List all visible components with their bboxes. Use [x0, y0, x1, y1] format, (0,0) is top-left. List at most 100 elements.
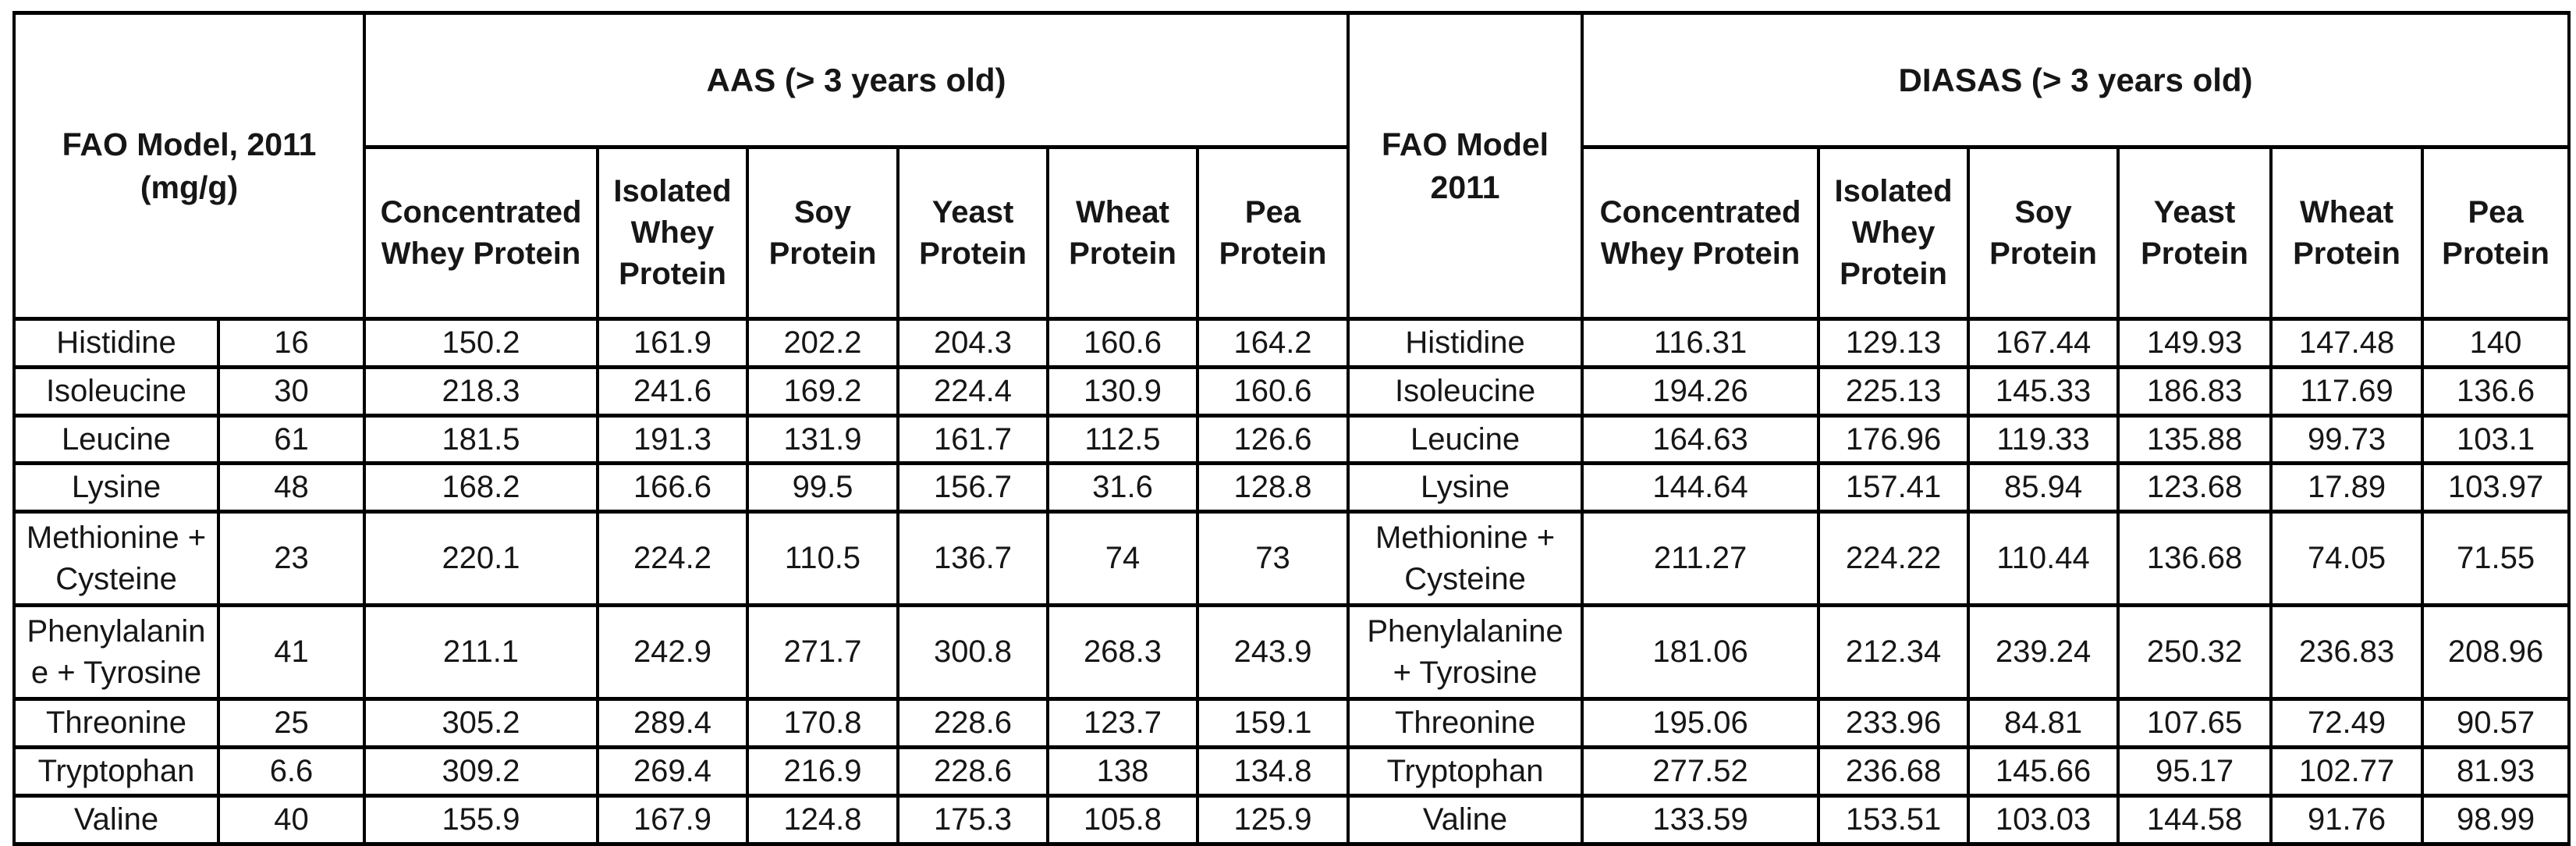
- diasas-value-cell: 233.96: [1817, 697, 1971, 749]
- aas-value-cell: 126.6: [1195, 413, 1350, 466]
- diasas-col-header-concentrated-whey: Concentrated Whey Protein: [1581, 145, 1821, 321]
- diasas-col-header-yeast: Yeast Protein: [2117, 145, 2273, 321]
- aas-value-cell: 164.2: [1195, 317, 1350, 369]
- diasas-value-cell: 74.05: [2269, 510, 2425, 608]
- aas-value-cell: 160.6: [1195, 364, 1350, 418]
- diasas-value-cell: 98.99: [2421, 793, 2571, 846]
- aas-value-cell: 191.3: [596, 413, 749, 466]
- diasas-value-cell: 194.26: [1581, 364, 1821, 418]
- fao-value-cell: 23: [217, 510, 366, 608]
- diasas-value-cell: 110.44: [1967, 510, 2120, 608]
- amino-acid-cell: Methionine + Cysteine: [12, 510, 220, 608]
- aas-value-cell: 159.1: [1195, 697, 1350, 749]
- diasas-col-header-isolated-whey: Isolated Whey Protein: [1817, 145, 1971, 321]
- table-row: Tryptophan 6.6 309.2 269.4 216.9 228.6 138 134.…: [12, 745, 2571, 798]
- aas-value-cell: 204.3: [896, 317, 1049, 369]
- diasas-section-header: DIASAS (> 3 years old): [1581, 11, 2571, 149]
- amino-acid-cell: Threonine: [12, 697, 220, 749]
- diasas-value-cell: 72.49: [2269, 697, 2425, 749]
- diasas-value-cell: 81.93: [2421, 745, 2571, 798]
- header-row-sections: FAO Model, 2011 (mg/g) AAS (> 3 years ol…: [12, 11, 2571, 321]
- aas-col-header-yeast: Yeast Protein: [896, 145, 1049, 321]
- diasas-value-cell: 149.93: [2117, 317, 2273, 369]
- aas-value-cell: 181.5: [363, 413, 599, 466]
- diasas-value-cell: 103.97: [2421, 461, 2571, 514]
- aas-value-cell: 166.6: [596, 461, 749, 514]
- table-row: Lysine 48 168.2 166.6 99.5 156.7 31.6 128.8 Lysi…: [12, 461, 2571, 514]
- diasas-value-cell: 145.66: [1967, 745, 2120, 798]
- aas-value-cell: 169.2: [746, 364, 899, 418]
- diasas-value-cell: 211.27: [1581, 510, 1821, 608]
- diasas-value-cell: 167.44: [1967, 317, 2120, 369]
- aas-col-header-soy: Soy Protein: [746, 145, 899, 321]
- aas-value-cell: 241.6: [596, 364, 749, 418]
- diasas-value-cell: 250.32: [2117, 603, 2273, 702]
- diasas-col-header-soy: Soy Protein: [1967, 145, 2120, 321]
- fao-model-middle-header-line1: FAO Model: [1381, 126, 1549, 163]
- diasas-value-cell: 224.22: [1817, 510, 1971, 608]
- fao-model-middle-header: FAO Model 2011: [1347, 11, 1584, 321]
- amino-acid-cell-right: Isoleucine: [1347, 364, 1584, 418]
- amino-acid-cell-right: Methionine + Cysteine: [1347, 510, 1584, 608]
- diasas-value-cell: 236.68: [1817, 745, 1971, 798]
- table-container: FAO Model, 2011 (mg/g) AAS (> 3 years ol…: [12, 11, 2571, 846]
- diasas-value-cell: 236.83: [2269, 603, 2425, 702]
- table-row: Histidine 16 150.2 161.9 202.2 204.3 160.6 164.…: [12, 317, 2571, 369]
- diasas-value-cell: 90.57: [2421, 697, 2571, 749]
- diasas-value-cell: 239.24: [1967, 603, 2120, 702]
- amino-acid-cell-right: Leucine: [1347, 413, 1584, 466]
- diasas-value-cell: 277.52: [1581, 745, 1821, 798]
- diasas-value-cell: 95.17: [2117, 745, 2273, 798]
- aas-value-cell: 31.6: [1046, 461, 1199, 514]
- diasas-value-cell: 212.34: [1817, 603, 1971, 702]
- aas-value-cell: 73: [1195, 510, 1350, 608]
- aas-value-cell: 224.4: [896, 364, 1049, 418]
- diasas-value-cell: 144.64: [1581, 461, 1821, 514]
- fao-value-cell: 61: [217, 413, 366, 466]
- amino-acid-cell: Leucine: [12, 413, 220, 466]
- fao-model-left-header: FAO Model, 2011 (mg/g): [12, 11, 366, 321]
- aas-value-cell: 271.7: [746, 603, 899, 702]
- aas-value-cell: 128.8: [1195, 461, 1350, 514]
- aas-value-cell: 110.5: [746, 510, 899, 608]
- diasas-value-cell: 181.06: [1581, 603, 1821, 702]
- amino-acid-cell-right: Tryptophan: [1347, 745, 1584, 798]
- amino-acid-cell: Isoleucine: [12, 364, 220, 418]
- aas-value-cell: 131.9: [746, 413, 899, 466]
- diasas-value-cell: 145.33: [1967, 364, 2120, 418]
- aas-value-cell: 112.5: [1046, 413, 1199, 466]
- diasas-value-cell: 157.41: [1817, 461, 1971, 514]
- aas-value-cell: 156.7: [896, 461, 1049, 514]
- fao-value-cell: 25: [217, 697, 366, 749]
- aas-value-cell: 74: [1046, 510, 1199, 608]
- fao-model-left-header-line1: FAO Model, 2011: [62, 126, 317, 163]
- fao-model-middle-header-line2: 2011: [1430, 169, 1500, 205]
- aas-value-cell: 136.7: [896, 510, 1049, 608]
- aas-value-cell: 220.1: [363, 510, 599, 608]
- diasas-value-cell: 186.83: [2117, 364, 2273, 418]
- aas-value-cell: 228.6: [896, 697, 1049, 749]
- diasas-value-cell: 147.48: [2269, 317, 2425, 369]
- aas-value-cell: 160.6: [1046, 317, 1199, 369]
- diasas-value-cell: 164.63: [1581, 413, 1821, 466]
- aas-value-cell: 268.3: [1046, 603, 1199, 702]
- aas-value-cell: 224.2: [596, 510, 749, 608]
- aas-value-cell: 130.9: [1046, 364, 1199, 418]
- aas-col-header-pea: Pea Protein: [1195, 145, 1350, 321]
- diasas-value-cell: 140: [2421, 317, 2571, 369]
- diasas-value-cell: 129.13: [1817, 317, 1971, 369]
- diasas-value-cell: 123.68: [2117, 461, 2273, 514]
- diasas-value-cell: 225.13: [1817, 364, 1971, 418]
- diasas-value-cell: 136.6: [2421, 364, 2571, 418]
- header-row-proteins: Concentrated Whey Protein Isolated Whey …: [14, 145, 2571, 321]
- amino-acid-cell-right: Threonine: [1347, 697, 1584, 749]
- diasas-value-cell: 136.68: [2117, 510, 2273, 608]
- diasas-value-cell: 99.73: [2269, 413, 2425, 466]
- amino-acid-cell-right: Histidine: [1347, 317, 1584, 369]
- aas-col-header-wheat: Wheat Protein: [1046, 145, 1199, 321]
- aas-value-cell: 150.2: [363, 317, 599, 369]
- aas-value-cell: 242.9: [596, 603, 749, 702]
- fao-value-cell: 41: [217, 603, 366, 702]
- diasas-value-cell: 116.31: [1581, 317, 1821, 369]
- diasas-value-cell: 176.96: [1817, 413, 1971, 466]
